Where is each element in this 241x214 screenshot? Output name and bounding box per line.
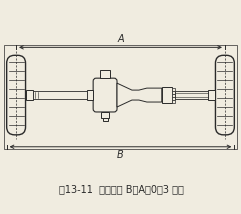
Bar — [100, 70, 110, 78]
Bar — [172, 91, 175, 94]
Bar — [208, 90, 215, 100]
Bar — [162, 87, 172, 103]
FancyBboxPatch shape — [93, 78, 117, 112]
Bar — [175, 91, 208, 99]
Bar — [103, 118, 107, 121]
Bar — [4, 45, 237, 149]
FancyBboxPatch shape — [7, 55, 26, 135]
Bar — [172, 97, 175, 100]
Bar — [26, 90, 33, 100]
Bar — [172, 94, 175, 97]
Polygon shape — [117, 83, 162, 107]
Bar — [87, 90, 93, 100]
Bar — [33, 91, 87, 99]
FancyBboxPatch shape — [215, 55, 234, 135]
Bar — [101, 112, 109, 118]
Text: B: B — [117, 150, 124, 160]
Bar — [172, 100, 175, 103]
Bar — [172, 88, 175, 91]
Text: A: A — [117, 34, 124, 44]
Text: 图13-11  前轮前束 B－A＝0～3 毫米: 图13-11 前轮前束 B－A＝0～3 毫米 — [59, 184, 183, 195]
